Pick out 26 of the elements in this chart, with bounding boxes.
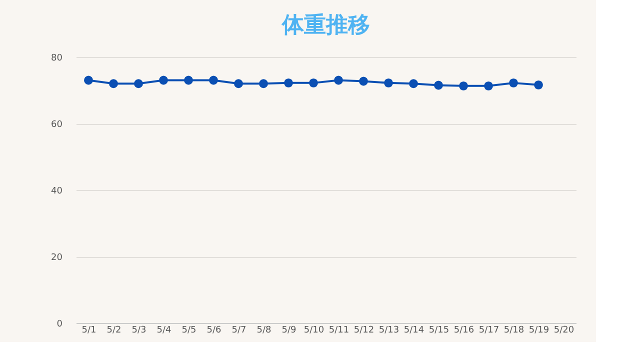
x-tick-label: 5/10 (304, 326, 324, 336)
y-tick-label: 40 (51, 186, 63, 196)
x-tick-label: 5/17 (478, 326, 500, 336)
x-tick-label: 5/11 (328, 326, 350, 336)
x-tick-label: 5/8 (256, 326, 272, 336)
x-tick-label: 5/6 (206, 326, 222, 336)
x-tick-label: 5/14 (404, 326, 424, 336)
y-tick-label: 0 (56, 320, 63, 330)
chart-title: 体重推移 (281, 13, 370, 38)
x-tick-label: 5/5 (182, 326, 196, 336)
y-tick-label: 20 (51, 253, 63, 263)
x-tick-label: 5/19 (528, 326, 550, 336)
x-tick-label: 5/9 (282, 326, 297, 336)
x-tick-label: 5/16 (454, 326, 474, 336)
x-tick-label: 5/12 (354, 326, 374, 336)
y-tick-label: 60 (51, 120, 63, 130)
x-tick-label: 5/4 (156, 326, 172, 336)
x-tick-label: 5/15 (428, 326, 450, 336)
y-tick-label: 80 (51, 54, 63, 64)
x-tick-label: 5/18 (504, 326, 524, 336)
x-tick-label: 5/13 (378, 326, 400, 336)
x-tick-label: 5/2 (106, 326, 122, 336)
x-tick-label: 5/3 (132, 326, 146, 336)
x-tick-label: 5/7 (232, 326, 246, 336)
x-tick-label: 5/1 (82, 326, 96, 336)
x-tick-label: 5/20 (554, 326, 574, 336)
